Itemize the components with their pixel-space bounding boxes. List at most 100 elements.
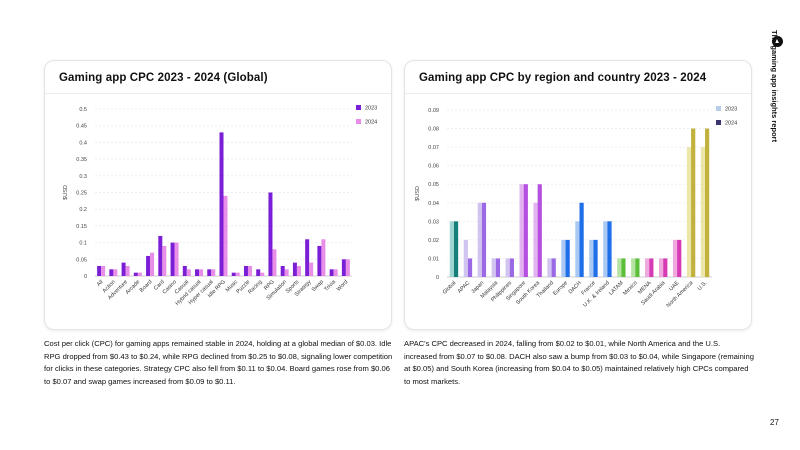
bar-2024-saudi-arabia <box>663 258 668 277</box>
y-tick-label: 0.15 <box>76 224 87 230</box>
bar-2023-idle-rpg <box>219 132 224 276</box>
x-tick-label: Racing <box>247 279 263 295</box>
y-axis-label: $USD <box>415 186 421 201</box>
bar-2023-trivia <box>329 269 334 276</box>
bar-2023-hybrid-casual <box>195 269 200 276</box>
x-tick-label: U.S. <box>697 280 709 292</box>
y-tick-label: 0.07 <box>428 145 439 151</box>
bar-2023-action <box>109 269 114 276</box>
bar-2023-mena <box>645 258 650 277</box>
bar-2024-mena <box>649 258 654 277</box>
y-tick-label: 0.05 <box>428 182 439 188</box>
bar-2023-racing <box>256 269 261 276</box>
bar-2024-card <box>162 245 167 276</box>
bar-2024-latam <box>621 258 626 277</box>
bar-2024-all <box>101 265 106 276</box>
bar-2023-u-s- <box>700 147 706 277</box>
bar-2023-music <box>231 272 236 276</box>
bar-2024-u-k-ireland <box>607 221 612 277</box>
bar-2023-france <box>589 239 594 277</box>
bar-2024-global <box>453 221 459 277</box>
y-tick-label: 0.5 <box>79 107 87 113</box>
bar-2024-music <box>235 272 240 276</box>
bar-2024-racing <box>260 272 265 276</box>
bar-2023-thailand <box>547 258 552 277</box>
chart-title: Gaming app CPC by region and country 202… <box>419 72 707 84</box>
global-cpc-description: Cost per click (CPC) for gaming apps rem… <box>44 339 393 386</box>
bar-2024-mexico <box>635 258 640 277</box>
y-tick-label: 0.25 <box>76 191 87 197</box>
bar-2024-europe <box>565 239 570 277</box>
bar-2023-u-k-ireland <box>603 221 608 277</box>
bar-2023-philippines <box>505 258 510 277</box>
bar-2024-hybrid-casual <box>199 269 204 276</box>
y-tick-label: 0.3 <box>79 174 87 180</box>
y-tick-label: 0.05 <box>76 257 87 263</box>
y-tick-label: 0.1 <box>79 241 87 247</box>
y-tick-label: 0.2 <box>79 207 87 213</box>
y-axis-label: $USD <box>63 185 69 200</box>
bar-2024-japan <box>481 202 487 277</box>
bar-2024-word <box>345 259 350 276</box>
bar-2023-rpg <box>268 192 273 276</box>
legend-swatch-2024 <box>356 119 361 124</box>
bar-2024-uae <box>677 239 682 277</box>
y-tick-label: 0.45 <box>76 124 87 130</box>
y-tick-label: 0 <box>84 274 87 280</box>
legend-swatch-2023 <box>716 106 721 111</box>
x-tick-label: North America <box>666 280 696 310</box>
y-tick-label: 0.04 <box>428 201 439 207</box>
chart-title: Gaming app CPC 2023 - 2024 (Global) <box>59 72 268 84</box>
bar-2023-saudi-arabia <box>658 258 664 277</box>
bar-2023-hyper-casual <box>207 269 212 276</box>
bar-2023-sports <box>292 262 297 276</box>
bar-2023-strategy <box>305 239 310 276</box>
bar-2023-south-korea <box>533 202 538 277</box>
bar-2024-strategy <box>309 262 314 276</box>
bar-2023-simulation <box>280 265 285 276</box>
y-tick-label: 0.4 <box>79 140 87 146</box>
bar-2023-board <box>146 255 151 276</box>
legend-label: 2024 <box>365 120 377 126</box>
x-tick-label: Mexico <box>622 280 639 297</box>
bar-2024-puzzle <box>247 265 252 276</box>
bar-2023-word <box>341 259 346 276</box>
bar-2023-apac <box>463 239 468 277</box>
y-tick-label: 0.35 <box>76 157 87 163</box>
bar-2024-apac <box>467 258 473 277</box>
legend-label: 2023 <box>725 107 737 113</box>
y-tick-label: 0 <box>436 275 439 281</box>
bar-2024-casino <box>174 242 179 276</box>
bar-2023-adventure <box>121 262 126 276</box>
bar-2024-south-korea <box>537 184 542 277</box>
bar-2023-casual <box>182 265 187 276</box>
card-divider <box>405 93 751 94</box>
bar-2024-u-s- <box>705 128 710 277</box>
global-cpc-bar-chart: 0 0.05 0.1 0.15 0.2 0.25 0.3 0.35 0.4 0.45 0.5 $USD… <box>63 105 377 307</box>
bar-2023-japan <box>477 202 482 277</box>
bar-2024-idle-rpg <box>223 195 228 276</box>
x-tick-label: Trivia <box>323 279 337 293</box>
bar-2023-north-america <box>686 147 692 277</box>
y-tick-label: 0.09 <box>428 108 439 114</box>
bar-2024-north-america <box>691 128 696 277</box>
y-tick-label: 0.06 <box>428 164 439 170</box>
bar-2024-action <box>113 269 118 276</box>
x-tick-label: Europe <box>552 280 569 297</box>
bar-2023-malaysia <box>491 258 496 277</box>
legend-swatch-2023 <box>356 105 361 110</box>
bar-2024-france <box>593 239 598 277</box>
regional-cpc-chart-card: Gaming app CPC by region and country 202… <box>404 60 752 330</box>
bar-2024-arcade <box>137 272 142 276</box>
x-tick-label: All <box>96 279 105 288</box>
report-side-title: The gaming app insights report <box>770 30 779 143</box>
legend-swatch-2024 <box>716 120 721 125</box>
x-tick-label: Word <box>336 279 349 292</box>
regional-cpc-bar-chart: 0 0.01 0.02 0.03 0.04 0.05 0.06 0.07 0.08 0.09 $US… <box>415 106 737 310</box>
bar-2024-swap <box>321 239 326 276</box>
bar-2023-casino <box>170 242 175 276</box>
x-tick-label: LATAM <box>608 280 625 297</box>
card-divider <box>45 93 391 94</box>
y-tick-label: 0.03 <box>428 219 439 225</box>
bar-2024-dach <box>579 202 584 277</box>
